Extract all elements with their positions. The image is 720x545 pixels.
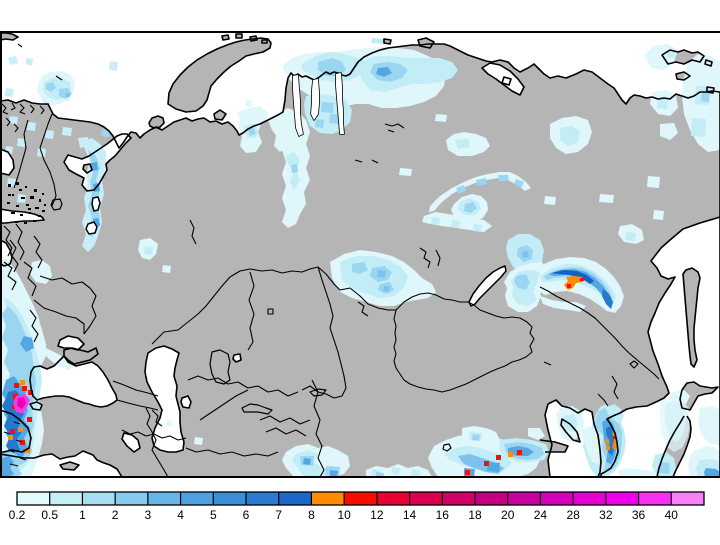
svg-text:1: 1 bbox=[79, 508, 86, 522]
svg-text:7: 7 bbox=[275, 508, 282, 522]
svg-text:8: 8 bbox=[308, 508, 315, 522]
svg-text:6: 6 bbox=[243, 508, 250, 522]
svg-text:32: 32 bbox=[599, 508, 613, 522]
svg-text:2: 2 bbox=[112, 508, 119, 522]
svg-text:28: 28 bbox=[566, 508, 580, 522]
svg-text:0.5: 0.5 bbox=[41, 508, 58, 522]
svg-text:10: 10 bbox=[337, 508, 351, 522]
svg-text:4: 4 bbox=[177, 508, 184, 522]
svg-text:40: 40 bbox=[665, 508, 679, 522]
svg-text:12: 12 bbox=[370, 508, 384, 522]
svg-text:3: 3 bbox=[145, 508, 152, 522]
svg-text:14: 14 bbox=[403, 508, 417, 522]
svg-text:18: 18 bbox=[468, 508, 482, 522]
svg-text:24: 24 bbox=[534, 508, 548, 522]
svg-text:0.2: 0.2 bbox=[9, 508, 26, 522]
svg-text:16: 16 bbox=[436, 508, 450, 522]
svg-text:20: 20 bbox=[501, 508, 515, 522]
svg-text:36: 36 bbox=[632, 508, 646, 522]
svg-text:5: 5 bbox=[210, 508, 217, 522]
